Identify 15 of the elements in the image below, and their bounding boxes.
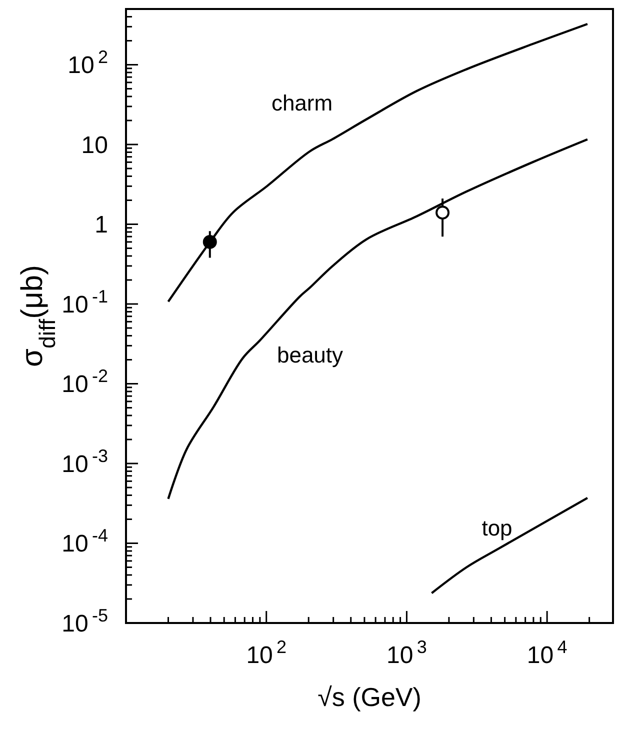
annotation: charm xyxy=(271,90,333,116)
y-tick-label: 10$^{-5}$ xyxy=(62,605,108,638)
y-tick-label: 10 xyxy=(81,132,108,159)
x-axis-title: √s (GeV) xyxy=(318,682,422,712)
x-tick-label: 10$^{4}$ xyxy=(526,637,568,669)
x-tick-label: 10$^{3}$ xyxy=(386,637,427,669)
y-tick-label: 1 xyxy=(94,212,108,239)
y-tick-label: 10$^{-3}$ xyxy=(62,446,108,478)
x-tick-label: 10$^{2}$ xyxy=(246,637,287,669)
y-tick-label: 10$^{2}$ xyxy=(68,47,108,80)
annotation: top xyxy=(482,516,512,541)
y-tick-label: 10$^{-1}$ xyxy=(62,286,108,318)
annotation: beauty xyxy=(276,342,344,368)
y-tick-label: 10$^{-2}$ xyxy=(62,366,108,398)
y-tick-label: 10$^{-4}$ xyxy=(62,526,108,558)
